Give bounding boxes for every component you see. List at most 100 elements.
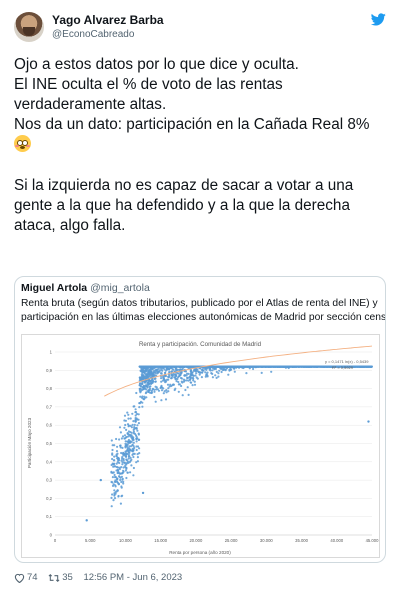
retweet-icon[interactable] — [48, 573, 60, 583]
data-point — [99, 478, 102, 482]
author-display-name[interactable]: Yago Alvarez Barba — [52, 13, 164, 27]
data-point — [146, 367, 149, 370]
twitter-bird-icon[interactable] — [371, 13, 386, 26]
author-handle[interactable]: @EconoCabreado — [52, 29, 135, 40]
scatter-chart[interactable]: Renta y participación. Comunidad de Madr… — [21, 334, 380, 558]
data-point — [141, 395, 144, 398]
data-point — [144, 392, 147, 395]
data-point — [122, 454, 125, 457]
data-point — [111, 481, 114, 484]
data-point — [127, 440, 130, 443]
data-point — [131, 453, 134, 456]
data-point — [215, 365, 218, 368]
quoted-handle: @mig_artola — [90, 282, 150, 294]
data-point — [127, 457, 130, 460]
data-point — [186, 377, 189, 380]
data-point — [110, 439, 113, 442]
data-point — [127, 435, 130, 438]
data-point — [150, 389, 153, 393]
data-point — [125, 458, 128, 461]
data-point — [113, 494, 116, 497]
data-point — [123, 461, 126, 464]
tweet-line: ataca, algo falla. — [14, 217, 126, 234]
data-point — [120, 459, 123, 462]
data-point — [127, 451, 130, 454]
avatar[interactable] — [14, 12, 44, 42]
x-tick-label: 5.000 — [85, 538, 96, 543]
data-point — [127, 449, 130, 452]
data-point — [116, 461, 119, 464]
data-point — [161, 379, 165, 382]
data-point — [324, 365, 327, 368]
data-point — [168, 365, 171, 368]
data-point — [157, 370, 160, 373]
y-tick-labels: 0 0,1 0,2 0,3 0,4 0,5 0,6 0,7 0,8 0,9 1 — [46, 350, 52, 538]
data-point — [110, 463, 113, 467]
data-point — [143, 372, 146, 375]
data-point — [113, 492, 116, 495]
data-point — [120, 480, 123, 484]
data-point — [121, 457, 124, 460]
data-point — [119, 502, 122, 505]
data-point — [124, 419, 127, 422]
data-point — [146, 386, 149, 389]
data-point — [357, 365, 360, 368]
data-point — [138, 447, 141, 450]
data-point — [136, 456, 139, 459]
data-point — [121, 456, 124, 459]
data-point — [160, 386, 163, 389]
data-point — [133, 423, 136, 426]
data-point — [154, 380, 157, 383]
data-point — [116, 478, 119, 481]
data-point — [215, 370, 218, 373]
data-point — [125, 467, 128, 470]
data-point — [178, 383, 181, 386]
y-tick-label: 0,2 — [46, 496, 52, 501]
data-point — [359, 365, 362, 368]
data-point — [132, 432, 135, 435]
data-point — [127, 430, 130, 433]
data-point — [124, 450, 127, 453]
data-point — [133, 426, 136, 429]
heart-icon[interactable] — [14, 573, 25, 583]
data-point — [154, 369, 157, 372]
data-point — [238, 365, 241, 368]
data-point — [114, 480, 117, 483]
data-point — [188, 375, 192, 378]
data-point — [134, 408, 137, 411]
data-point — [160, 377, 163, 380]
data-point — [132, 474, 135, 477]
x-tick-label: 40.000 — [330, 538, 343, 543]
retweet-count[interactable]: 35 — [62, 572, 73, 583]
x-tick-label: 25.000 — [225, 538, 238, 543]
data-point — [170, 377, 173, 380]
quoted-tweet[interactable]: Miguel Artola @mig_artola Renta bruta (se… — [14, 276, 386, 563]
data-point — [128, 449, 132, 452]
data-point — [145, 368, 148, 371]
data-point — [124, 423, 127, 427]
tweet-timestamp[interactable]: 12:56 PM - Jun 6, 2023 — [83, 572, 183, 583]
data-point — [187, 372, 190, 375]
tweet-line: El INE oculta el % de voto de las rentas — [14, 76, 283, 93]
data-point — [138, 452, 141, 455]
data-point — [222, 368, 225, 371]
data-point — [209, 365, 212, 368]
data-point — [135, 440, 138, 443]
data-point — [118, 472, 121, 475]
data-point — [191, 384, 194, 387]
data-point — [164, 398, 168, 401]
data-point — [291, 365, 294, 368]
data-point — [126, 443, 129, 446]
data-point — [168, 368, 171, 371]
like-count[interactable]: 74 — [27, 572, 38, 583]
data-point — [123, 414, 127, 417]
data-point — [110, 505, 113, 508]
data-point — [161, 369, 164, 372]
data-point — [120, 466, 123, 469]
data-point — [233, 370, 236, 373]
data-point — [138, 438, 141, 441]
data-point — [127, 433, 130, 436]
data-point — [204, 371, 207, 374]
data-point — [138, 387, 142, 391]
data-point — [119, 431, 122, 434]
